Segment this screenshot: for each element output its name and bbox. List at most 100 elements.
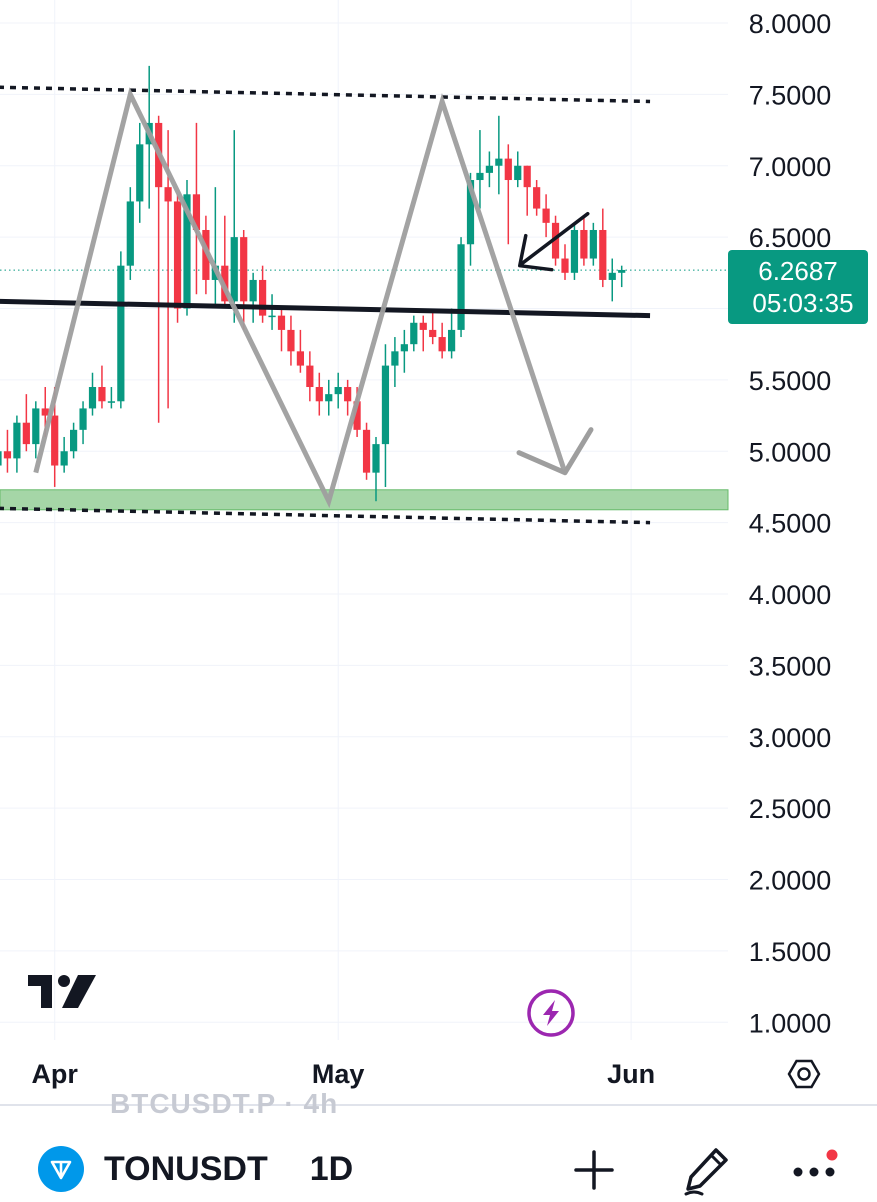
price-tick-label: 4.0000 (749, 580, 832, 610)
price-tick-label: 5.5000 (749, 366, 832, 396)
candle-body (136, 144, 144, 202)
candle-body (13, 422, 21, 459)
candle-body (107, 401, 115, 403)
drawings-layer (0, 85, 651, 525)
time-tick-label: May (312, 1059, 365, 1089)
symbol-name[interactable]: TONUSDT (104, 1149, 268, 1188)
more-dots-icon[interactable] (786, 1142, 842, 1198)
candle-body (561, 258, 569, 273)
price-tick-label: 3.5000 (749, 651, 832, 681)
chart-grid (0, 0, 728, 1040)
candle-body (88, 387, 97, 409)
price-tick-label: 1.5000 (749, 937, 832, 967)
price-badge-bg (728, 250, 868, 324)
candle-body (41, 408, 49, 416)
resistance-line (0, 85, 651, 104)
candle-body (126, 201, 134, 266)
price-tick-label: 1.0000 (749, 1008, 832, 1038)
candle-body (618, 269, 626, 273)
candle-body (504, 158, 512, 181)
time-tick-label: Jun (607, 1059, 655, 1089)
projection-arrowhead (516, 427, 594, 476)
candle-body (306, 365, 314, 388)
price-axis[interactable]: 8.00007.50007.00006.50006.00005.50005.00… (749, 9, 832, 1038)
price-tick-label: 4.5000 (749, 509, 832, 539)
countdown-text: 05:03:35 (752, 288, 853, 318)
price-tick-label: 5.0000 (749, 437, 832, 467)
candle-body (183, 194, 191, 309)
support-zone-layer (0, 489, 729, 511)
candle-body (523, 165, 531, 188)
candle-body (296, 351, 304, 366)
candle-body (438, 337, 446, 352)
candle-body (476, 172, 484, 181)
candle-body (344, 387, 352, 402)
candle-body (173, 201, 182, 309)
candle-body (51, 415, 59, 466)
bottom-toolbar (0, 1104, 877, 1202)
candle-body (230, 237, 238, 302)
price-chart[interactable]: 8.00007.50007.00006.50006.00005.50005.00… (0, 0, 877, 1104)
candle-body (192, 194, 201, 230)
candle-body (70, 429, 78, 452)
candle-body (249, 279, 257, 302)
pointer-arrow-head (518, 233, 554, 272)
neckline-line (0, 298, 651, 319)
interval-selector[interactable]: 1D (309, 1149, 354, 1188)
candle-body (419, 322, 427, 330)
pencil-icon[interactable] (678, 1142, 734, 1198)
candle-body (268, 315, 276, 318)
candle-body (32, 408, 40, 445)
candle-body (117, 265, 125, 402)
candle-body (429, 329, 437, 338)
time-tick-label: Apr (31, 1059, 78, 1089)
symbol-selector[interactable]: TONUSDT 1D (38, 1146, 353, 1192)
candle-body (0, 451, 2, 466)
price-tick-label: 6.5000 (749, 223, 832, 253)
candle-body (533, 187, 541, 209)
candle-body (391, 351, 399, 366)
candle-body (362, 429, 371, 473)
tradingview-logo[interactable] (28, 975, 96, 1008)
lightning-icon[interactable] (527, 989, 575, 1037)
time-axis[interactable]: Apr May Jun (31, 1059, 655, 1089)
candle-body (608, 272, 616, 280)
candle-body (372, 444, 380, 473)
current-price-text: 6.2687 (758, 256, 838, 286)
candle-body (79, 408, 87, 430)
settings-hexagon-icon[interactable] (787, 1059, 821, 1089)
support-line (0, 506, 651, 525)
candle-body (410, 322, 418, 345)
candle-body (277, 315, 286, 330)
candle-body (315, 387, 323, 402)
zigzag-pattern (33, 87, 568, 509)
candle-body (599, 229, 607, 280)
candle-body (240, 237, 248, 302)
candle-body (580, 229, 588, 259)
price-tick-label: 8.0000 (749, 9, 832, 39)
candle-body (60, 451, 68, 466)
candle-body (325, 394, 333, 402)
notification-dot (826, 1149, 838, 1161)
price-tick-label: 7.5000 (749, 80, 832, 110)
candle-body (259, 279, 267, 316)
candle-body (334, 387, 342, 395)
candle-body (287, 329, 295, 352)
price-tick-label: 3.0000 (749, 723, 832, 753)
candle-body (98, 387, 106, 402)
plus-icon[interactable] (566, 1142, 622, 1198)
ton-coin-icon (38, 1146, 84, 1192)
price-tick-label: 2.0000 (749, 866, 832, 896)
candle-body (570, 229, 579, 273)
candle-body (551, 222, 560, 259)
candle-body (381, 365, 390, 445)
price-tick-label: 2.5000 (749, 794, 832, 824)
candle-body (514, 165, 522, 181)
candle-body (448, 329, 456, 352)
current-price-badge: 6.2687 05:03:35 (728, 250, 868, 324)
candle-body (164, 187, 172, 202)
candle-body (495, 158, 503, 166)
candle-body (353, 401, 361, 430)
candle-body (3, 451, 12, 459)
candle-body (466, 180, 475, 245)
